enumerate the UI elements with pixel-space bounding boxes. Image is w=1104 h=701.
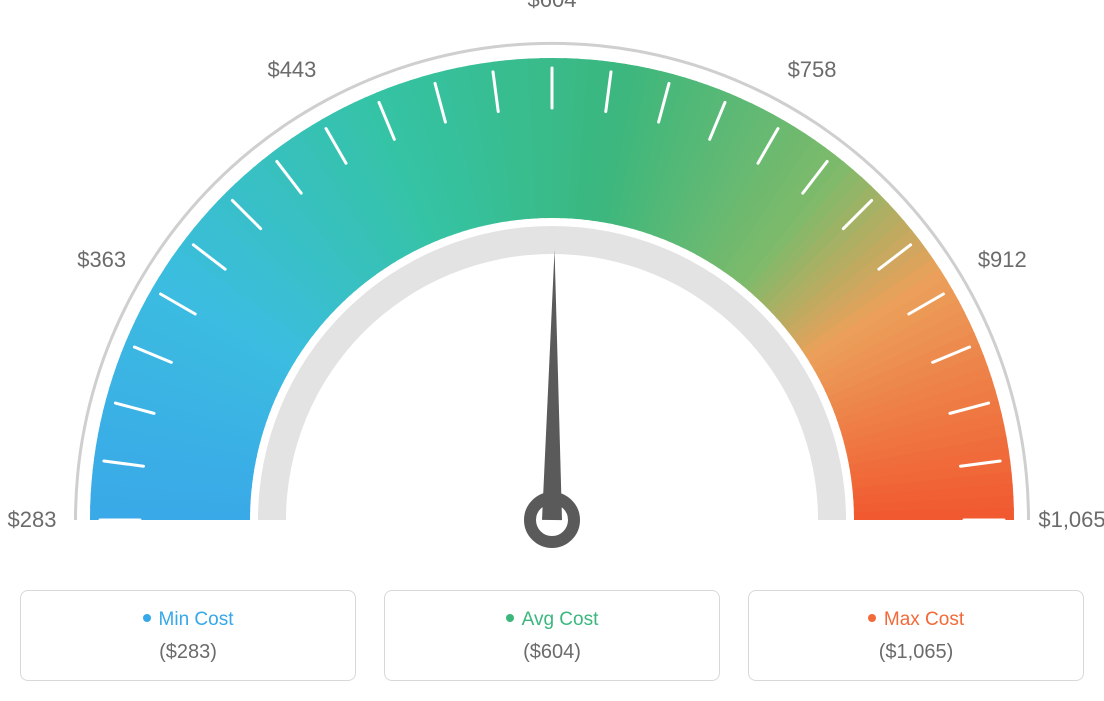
legend-card-max: Max Cost ($1,065) — [748, 590, 1084, 681]
dot-icon — [506, 614, 514, 622]
dot-icon — [143, 614, 151, 622]
gauge-tick-label: $604 — [528, 0, 577, 13]
cost-gauge-widget: $283$363$443$604$758$912$1,065 Min Cost … — [20, 20, 1084, 681]
legend-row: Min Cost ($283) Avg Cost ($604) Max Cost… — [20, 590, 1084, 681]
gauge-tick-label: $912 — [978, 247, 1027, 273]
legend-title-text: Avg Cost — [522, 609, 599, 630]
gauge-tick-label: $758 — [788, 57, 837, 83]
legend-value-avg: ($604) — [395, 641, 709, 664]
gauge-tick-label: $1,065 — [1038, 507, 1104, 533]
legend-title-text: Max Cost — [884, 609, 964, 630]
gauge-tick-label: $443 — [267, 57, 316, 83]
legend-value-min: ($283) — [31, 641, 345, 664]
gauge-tick-label: $283 — [8, 507, 57, 533]
legend-title-min: Min Cost — [31, 609, 345, 631]
legend-card-min: Min Cost ($283) — [20, 590, 356, 681]
legend-title-max: Max Cost — [759, 609, 1073, 631]
gauge-svg — [20, 20, 1084, 580]
legend-title-text: Min Cost — [159, 609, 234, 630]
legend-title-avg: Avg Cost — [395, 609, 709, 631]
legend-value-max: ($1,065) — [759, 641, 1073, 664]
gauge-tick-label: $363 — [77, 247, 126, 273]
dot-icon — [868, 614, 876, 622]
gauge-area: $283$363$443$604$758$912$1,065 — [20, 20, 1084, 580]
legend-card-avg: Avg Cost ($604) — [384, 590, 720, 681]
